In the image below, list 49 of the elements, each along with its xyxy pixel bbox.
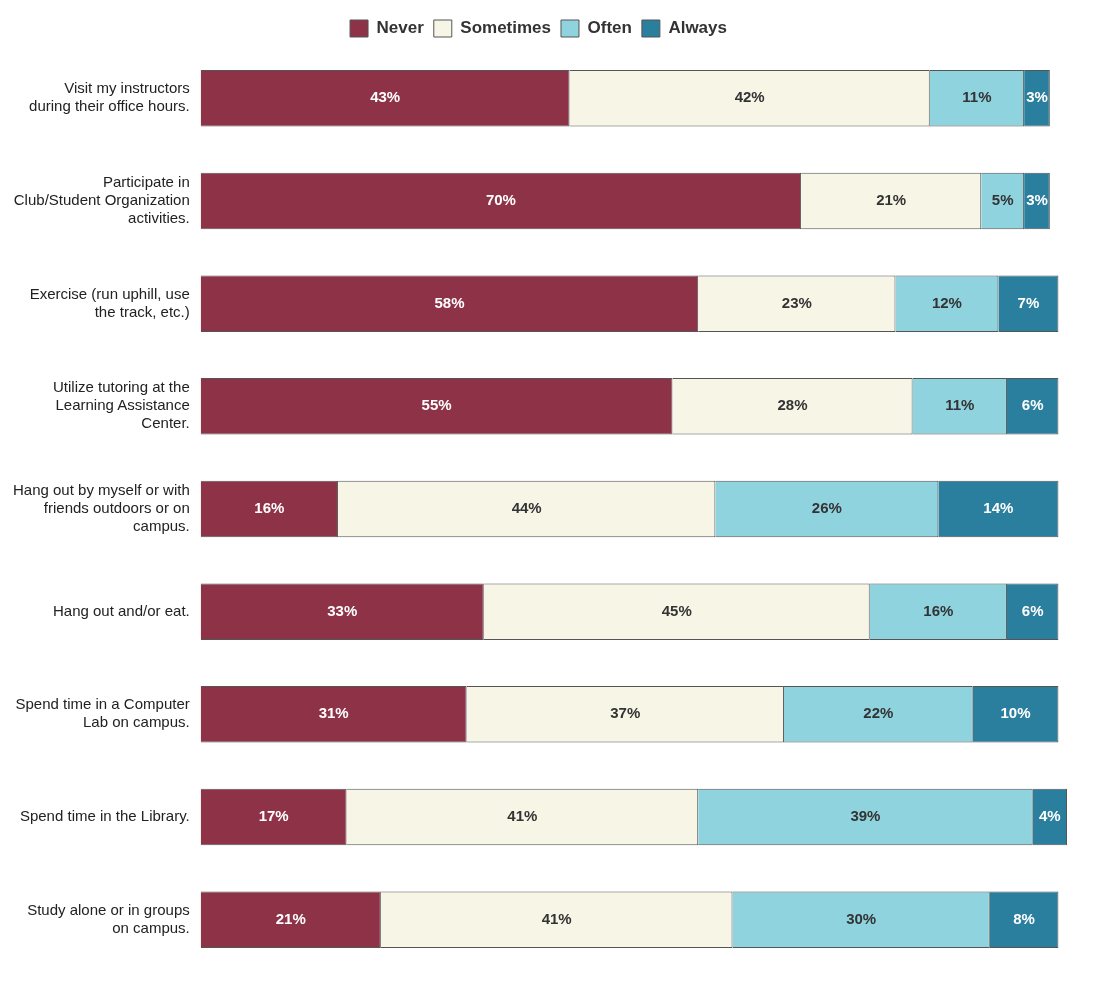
data-label: 8%: [1013, 909, 1035, 927]
data-label: 10%: [1000, 704, 1031, 722]
data-label: 6%: [1021, 396, 1044, 414]
y-tick-label: Spend time in a Computer Lab on campus.: [15, 695, 190, 731]
legend-label: Sometimes: [460, 18, 551, 38]
data-label: 21%: [876, 191, 907, 209]
data-label: 14%: [983, 499, 1014, 517]
data-label: 3%: [1026, 191, 1048, 209]
data-label: 16%: [254, 499, 285, 517]
y-tick-label: Hang out and/or eat.: [52, 601, 190, 619]
legend-label: Always: [668, 18, 727, 38]
data-label: 39%: [850, 807, 881, 825]
y-tick-label: Spend time in the Library.: [19, 807, 190, 825]
data-label: 16%: [923, 601, 954, 619]
data-label: 7%: [1017, 293, 1040, 311]
data-label: 28%: [777, 396, 808, 414]
data-label: 55%: [421, 396, 452, 414]
y-tick-label: Study alone or in groups on campus.: [27, 900, 190, 936]
data-label: 41%: [507, 807, 538, 825]
y-tick-label: Utilize tutoring at the Learning Assistance Center.: [52, 378, 190, 432]
data-label: 43%: [370, 88, 401, 106]
data-label: 31%: [318, 704, 349, 722]
data-label: 12%: [931, 293, 962, 311]
data-label: 30%: [846, 909, 877, 927]
data-label: 58%: [434, 293, 465, 311]
data-label: 41%: [541, 909, 572, 927]
data-label: 5%: [991, 191, 1014, 209]
data-label: 6%: [1021, 601, 1044, 619]
data-label: 3%: [1026, 88, 1048, 106]
y-tick-label: Hang out by myself or with friends outdoors or on campus.: [12, 481, 190, 535]
data-label: 26%: [811, 499, 842, 517]
data-label: 11%: [962, 88, 992, 106]
legend-label: Never: [376, 18, 425, 38]
data-label: 11%: [945, 396, 975, 414]
data-label: 17%: [258, 807, 289, 825]
y-tick-label: Exercise (run uphill, use the track, etc.): [29, 284, 190, 320]
y-tick-label: Participate in Club/Student Organization activities.: [13, 173, 190, 227]
data-label: 33%: [327, 601, 358, 619]
data-label: 70%: [485, 191, 516, 209]
data-label: 4%: [1039, 807, 1061, 825]
data-label: 42%: [734, 88, 765, 106]
legend-label: Often: [587, 18, 632, 38]
y-tick-label: Visit my instructors during their office hours.: [29, 79, 190, 115]
data-label: 23%: [781, 293, 812, 311]
data-label: 44%: [511, 499, 542, 517]
data-label: 37%: [610, 704, 641, 722]
data-label: 21%: [275, 909, 306, 927]
data-label: 45%: [661, 601, 692, 619]
data-label: 22%: [863, 704, 894, 722]
